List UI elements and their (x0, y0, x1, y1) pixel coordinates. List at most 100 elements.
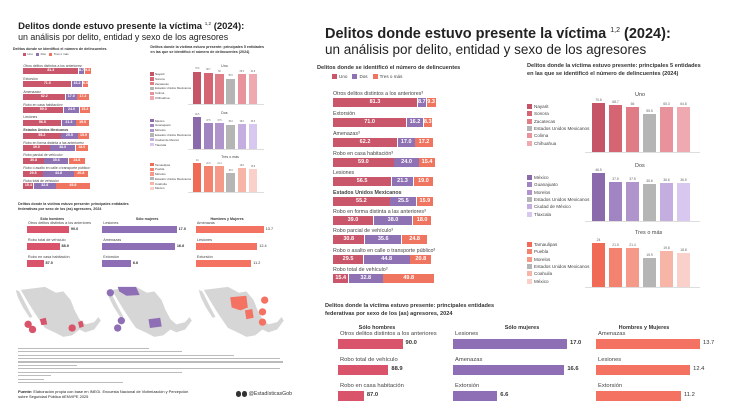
panel-bar (248, 169, 258, 192)
sex-bar-label: Lesiones (455, 331, 479, 337)
sex-bar-value: 12.4 (259, 243, 267, 248)
legend-label: Zacatecas (154, 81, 169, 86)
footnote-line (18, 368, 281, 370)
map-marker (258, 308, 267, 316)
stacked-bar-segment-dos: 21.3 (391, 177, 414, 186)
legend-item-1: Dos (36, 52, 46, 56)
sex-group-header: Sólo mujeres (504, 325, 540, 331)
stacked-bar-segment-tres-o-más: 15.4 (419, 158, 435, 167)
panel-legend-item: Sonora (150, 76, 165, 81)
social-handle: @EstadísticasGob (235, 391, 293, 398)
stacked-bar-segment-uno: 56.5 (23, 119, 62, 126)
sex-bar-label: Lesiones (598, 357, 622, 363)
panel-baseline (585, 152, 700, 153)
panel-bar-value: 66 (218, 70, 221, 73)
legend-label: Sonora (154, 76, 165, 81)
stacked-row-label: Otros delitos distintos a los anteriores… (333, 91, 424, 97)
legend-label: Dos (359, 74, 368, 79)
stacked-bar-segment-uno: 30.8 (333, 235, 365, 244)
sex-bar (338, 365, 389, 375)
footnote-line (18, 364, 78, 366)
sex-bar-value: 17.0 (178, 226, 186, 231)
legend-item-2: Tres o más (49, 52, 69, 56)
sex-bar-label: Amenazas (196, 220, 215, 225)
sex-bar (101, 226, 177, 233)
stacked-bar-segment-dos: 25.5 (60, 133, 78, 139)
stacked-bar-segment-dos: 38.0 (49, 145, 76, 152)
legend-swatch (527, 140, 532, 146)
legend-item-1: Dos (352, 74, 368, 79)
sex-bar (195, 260, 252, 267)
panel-bar (237, 168, 247, 192)
panel-bar (204, 166, 213, 192)
stacked-bar-segment-uno: 39.0 (333, 216, 373, 225)
stacked-chart-title: Delitos donde se identificó el número de… (317, 65, 461, 71)
panel-bar-value: 21.4 (629, 242, 636, 247)
panel-bar-value: 64.8 (680, 102, 687, 107)
stacked-bar-segment-uno: 62.2 (23, 94, 66, 101)
panel-bar (226, 124, 235, 149)
stacked-bar-segment-uno: 55.2 (23, 133, 61, 139)
panel-legend-item: Chihuahua (527, 140, 557, 146)
panel-legend-item: Chihuahua (150, 96, 169, 100)
panel-bar (248, 74, 258, 104)
panel-legend-item: Colima (527, 133, 548, 139)
panel-bar (237, 124, 247, 149)
panel-legend-item: Nayarit (527, 104, 549, 109)
panel-legend-item: Guanajuato (527, 182, 558, 188)
legend-swatch (150, 138, 154, 142)
stacked-row-label: Lesiones (23, 115, 38, 120)
mexico-map-2 (198, 287, 284, 338)
map-marker (24, 321, 32, 329)
stacked-row-label: Amenazas³ (333, 131, 360, 137)
legend-swatch (527, 271, 532, 277)
stacked-bar-segment-dos: 35.6 (365, 235, 402, 244)
stacked-row-label: Extorsión (23, 76, 38, 81)
sex-bar (26, 243, 60, 250)
stacked-bar-segment-uno: 55.2 (333, 197, 390, 206)
map-marker (106, 289, 115, 297)
sex-bar-label: Robo en casa habitación (340, 383, 404, 389)
legend-label: Dos (40, 52, 46, 57)
panel-bar (226, 78, 235, 104)
panel-title-1: Dos (221, 110, 228, 115)
legend-label: Estados Unidos Mexicanos (154, 86, 192, 91)
sex-bar (596, 339, 700, 349)
panel-bar-value: 36.6 (239, 120, 244, 123)
title-superscript: 1,2 (610, 27, 620, 35)
footnote-line (18, 354, 235, 356)
sex-bar-label: Robo en casa habitación (27, 254, 70, 259)
panel-bar-value: 64.8 (250, 71, 256, 74)
panel-bar-value: 21.4 (217, 163, 222, 165)
legend-label: Puebla (534, 249, 549, 255)
sex-bar-value: 11.2 (684, 392, 695, 398)
legend-label: Estados Unidos Mexicanos (534, 196, 590, 202)
legend-label: Uno (339, 74, 348, 79)
stacked-row-label: Amenazas³ (23, 89, 41, 94)
entities-chart-title: Delitos donde la víctima estuvo presente… (150, 45, 264, 55)
handle-text: @EstadísticasGob (248, 391, 293, 398)
sex-group-header: Sólo mujeres (135, 216, 159, 221)
footnote-line (18, 381, 123, 383)
panel-title-2: Tres o más (221, 154, 239, 159)
map-marker (258, 318, 267, 327)
legend-swatch (150, 133, 154, 137)
panel-legend-item: Estados Unidos Mexicanos (150, 86, 191, 90)
panel-title-1: Dos (635, 163, 645, 169)
legend-label: Puebla (154, 167, 165, 172)
sex-bar-label: Amenazas (598, 331, 626, 337)
legend-swatch (527, 182, 532, 188)
panel-bar-value: 21.5 (612, 242, 619, 247)
stacked-bar-segment-uno: 15.4 (333, 274, 349, 283)
sex-bar (195, 226, 264, 233)
panel-legend-item: Puebla (527, 249, 549, 255)
entities-chart-title: Delitos donde la víctima estuvo presente… (527, 63, 701, 77)
panel-bar-value: 35.6 (646, 179, 653, 184)
legend-label: Uno (27, 52, 33, 57)
legend-swatch (527, 196, 532, 202)
stacked-bar-segment-tres-o-más: 49.8 (56, 183, 90, 190)
stacked-bar-segment-tres-o-más: 8.3 (423, 118, 432, 127)
legend-label: Chihuahua (534, 140, 557, 146)
legend-item-0: Uno (22, 52, 33, 57)
sex-bar (101, 243, 175, 250)
